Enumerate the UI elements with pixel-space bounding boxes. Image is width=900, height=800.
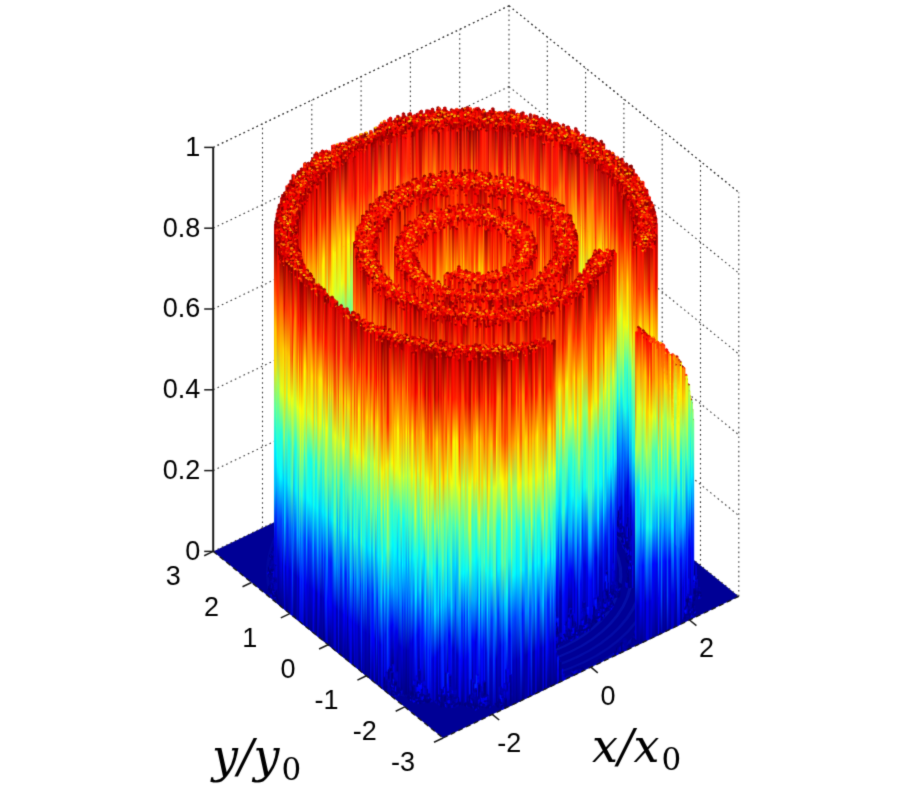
surface-plot-canvas xyxy=(0,0,900,800)
figure-root xyxy=(0,0,900,800)
